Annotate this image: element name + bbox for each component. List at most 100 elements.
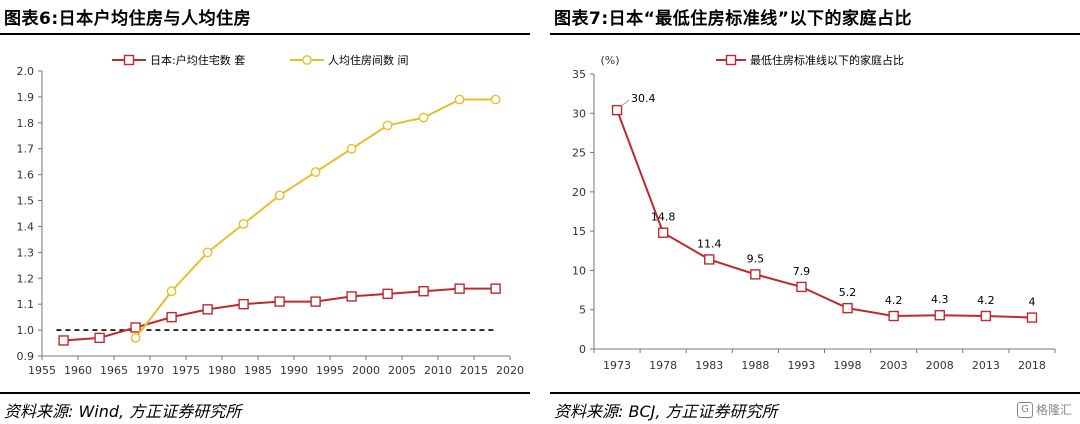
x-tick-label: 1998 [834, 359, 862, 372]
legend-marker-1 [123, 54, 135, 66]
y-tick-label: 10 [572, 264, 586, 277]
series-1-point [382, 288, 393, 300]
legend-marker-1 [725, 54, 737, 66]
x-tick-label: 1975 [172, 364, 200, 377]
series-1-point [980, 310, 992, 322]
y-tick-label: 1.4 [17, 220, 35, 233]
y-tick-label: 20 [572, 186, 586, 199]
left-chart-panel: 图表6:日本户均住房与人均住房 0.9 1.0 1.1 1.2 1.3 1.4 1.5 1.6… [0, 0, 530, 424]
left-chart-title: 图表6:日本户均住房与人均住房 [4, 9, 252, 29]
x-tick-label: 2013 [972, 359, 1000, 372]
y-tick-label: 25 [572, 147, 586, 160]
y-tick-label: 1.2 [17, 272, 35, 285]
series-1-point [490, 283, 501, 294]
legend-marker-2 [302, 55, 312, 65]
series-1-point [310, 296, 321, 307]
y-tick-label: 1.0 [17, 324, 35, 337]
left-source-note: 资料来源: Wind, 方正证券研究所 [4, 402, 242, 421]
x-tick-label: 1970 [136, 364, 164, 377]
watermark: G 格隆汇 [1016, 401, 1072, 418]
x-tick-label: 1955 [28, 364, 56, 377]
watermark-logo-icon: G [1016, 401, 1033, 418]
right-chart-title: 图表7:日本“最低住房标准线”以下的家庭占比 [554, 9, 912, 29]
series-2-point [382, 120, 393, 131]
series-1-point [238, 298, 249, 310]
series-1-point [202, 304, 213, 315]
series-2-point [490, 94, 501, 105]
x-tick-label: 1983 [695, 359, 723, 372]
series-2-point [418, 112, 429, 123]
series-1-point [842, 302, 853, 314]
legend-label-2: 人均住房间数 间 [328, 53, 409, 67]
x-tick-label: 1965 [100, 364, 128, 377]
right-chart-panel: 图表7:日本“最低住房标准线”以下的家庭占比 0 5 10 15 20 25 30 35 197… [550, 0, 1080, 424]
series-1-point [130, 322, 141, 333]
y-axis-unit: (%) [600, 54, 619, 67]
y-tick-label: 35 [572, 68, 586, 81]
series-1-point [58, 335, 69, 346]
right-top-rule [550, 33, 1080, 35]
series-2-point [202, 247, 213, 258]
left-chart-svg: 0.9 1.0 1.1 1.2 1.3 1.4 1.5 1.6 1.7 1.8 1.9 2.0 1955… [17, 53, 525, 377]
x-tick-label: 2010 [424, 364, 452, 377]
series-1-point [346, 291, 357, 302]
y-tick-label: 15 [572, 225, 586, 238]
y-tick-label: 30 [572, 107, 586, 120]
x-tick-label: 1985 [244, 364, 272, 377]
series-1-point [274, 296, 285, 307]
data-label: 14.8 [651, 211, 676, 224]
left-bottom-rule [0, 392, 530, 394]
x-tick-label: 2003 [880, 359, 908, 372]
series-1-point [1026, 312, 1038, 323]
y-tick-label: 2.0 [17, 65, 35, 78]
x-tick-label: 1995 [316, 364, 344, 377]
x-tick-label: 2018 [1018, 359, 1046, 372]
x-tick-label: 1980 [208, 364, 236, 377]
y-tick-label: 1.9 [17, 91, 35, 104]
series-2-point [130, 332, 141, 343]
data-label: 11.4 [697, 237, 722, 250]
y-tick-label: 5 [579, 304, 586, 317]
x-tick-label: 1988 [741, 359, 769, 372]
x-tick-label: 1978 [649, 359, 677, 372]
series-1-point [418, 286, 429, 297]
data-label: 4 [1028, 296, 1035, 309]
series-2-point [346, 143, 357, 154]
y-tick-label: 1.3 [17, 246, 35, 259]
x-tick-label: 2020 [496, 364, 524, 377]
series-1-point [657, 227, 669, 238]
y-tick-label: 1.8 [17, 117, 35, 130]
right-chart-svg: 0 5 10 15 20 25 30 35 1973 1978 1983 1988 1993 1998 20… [572, 53, 1056, 372]
series-1-point [166, 311, 177, 323]
x-tick-label: 2000 [352, 364, 380, 377]
y-tick-label: 0 [579, 343, 586, 356]
watermark-text: 格隆汇 [1035, 403, 1072, 417]
series-2-point [238, 218, 249, 229]
data-label: 4.3 [931, 293, 949, 306]
y-tick-label: 1.6 [17, 169, 35, 182]
y-tick-label: 1.7 [17, 143, 35, 156]
series-2-point [310, 167, 321, 177]
series-1-point [934, 310, 945, 321]
x-tick-label: 2005 [388, 364, 416, 377]
data-label: 4.2 [977, 294, 995, 307]
data-label-leader [620, 99, 630, 107]
legend-label-1: 日本:户均住宅数 套 [150, 53, 245, 67]
x-tick-label: 2008 [926, 359, 954, 372]
series-1-point [796, 281, 807, 293]
series-1-point [704, 254, 715, 265]
series-line-1 [616, 109, 1032, 319]
x-tick-label: 1990 [280, 364, 308, 377]
x-tick-label: 1960 [64, 364, 92, 377]
data-label: 5.2 [839, 286, 857, 299]
data-label: 7.9 [793, 265, 811, 278]
y-tick-label: 1.5 [17, 195, 35, 208]
series-1-point [454, 283, 465, 294]
x-tick-label: 1973 [603, 359, 631, 372]
series-2-point [454, 94, 465, 105]
x-tick-label: 2015 [460, 364, 488, 377]
series-2-point [166, 286, 177, 297]
series-2-point [274, 190, 285, 201]
left-top-rule [0, 33, 530, 35]
right-source-note: 资料来源: BCJ, 方正证券研究所 [554, 402, 778, 421]
